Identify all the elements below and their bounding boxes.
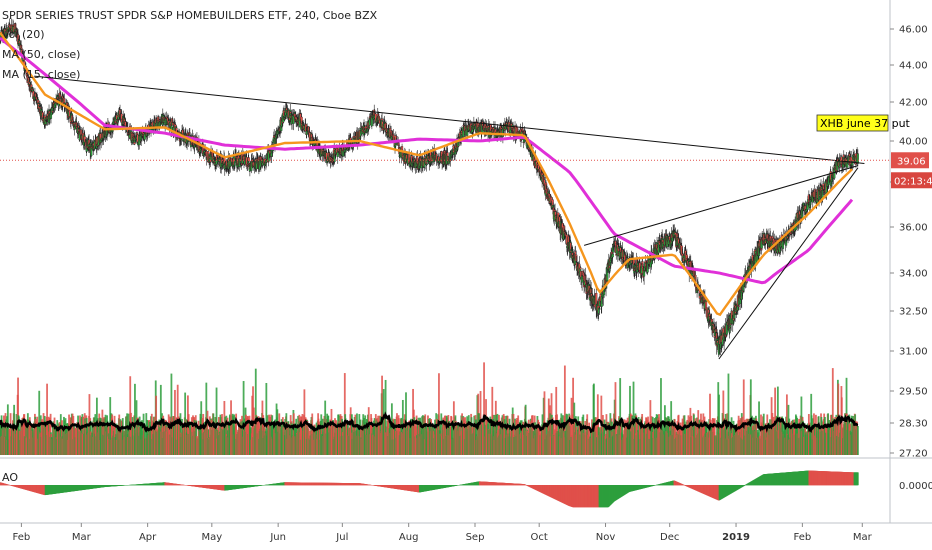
candle-body [247, 157, 250, 162]
candle-body [70, 113, 73, 115]
volume-ma-line [0, 411, 859, 434]
candle-body [431, 161, 434, 163]
candle-body [130, 131, 133, 134]
volume-bar [339, 414, 342, 455]
candle-body [359, 136, 362, 139]
volume-bar [46, 383, 48, 455]
candle-body [146, 133, 149, 137]
volume-bar [438, 373, 440, 455]
candle-body [13, 31, 16, 34]
candle-body [466, 129, 469, 136]
volume-bar [111, 414, 114, 455]
candle-body [69, 122, 73, 124]
volume-bar [742, 379, 745, 455]
volume-bar [9, 413, 12, 455]
candle-body [368, 119, 371, 126]
volume-bar [23, 414, 26, 455]
candle-body [368, 126, 371, 128]
volume-bar [614, 382, 617, 455]
candle-body [397, 142, 400, 146]
volume-bar [483, 362, 485, 455]
volume-bar [798, 418, 800, 455]
volume-bar [215, 387, 218, 455]
volume-bar [205, 382, 208, 455]
volume-bar [749, 379, 752, 455]
candle-body [425, 163, 428, 165]
volume-bar [131, 417, 134, 455]
candle-body [336, 152, 339, 157]
candle-body [377, 116, 380, 119]
volume-bar [563, 365, 566, 455]
volume-bar [242, 381, 245, 455]
candle-body [20, 48, 23, 50]
volume-bar [134, 383, 136, 455]
volume-bar [547, 398, 550, 455]
volume-bar [660, 378, 662, 455]
volume-bars [0, 362, 859, 455]
candle-body [131, 140, 134, 143]
volume-bar [619, 378, 622, 455]
volume-bar [170, 373, 173, 455]
volume-bar [840, 397, 843, 455]
volume-bar [570, 397, 573, 455]
candle-body [381, 118, 384, 121]
volume-bar [381, 375, 383, 455]
volume-bar [390, 403, 393, 455]
volume-bar [265, 382, 268, 455]
volume-ma-line [0, 411, 859, 434]
volume-bar [254, 368, 257, 455]
volume-bar [831, 368, 834, 455]
volume-bar [632, 381, 635, 455]
volume-bar [235, 413, 238, 455]
candle-body [541, 172, 544, 176]
volume-bar [727, 373, 730, 455]
price-candles [0, 18, 859, 358]
volume-bar [512, 413, 515, 455]
candle-body [305, 131, 308, 135]
candle-body [370, 114, 373, 127]
volume-bar [572, 377, 575, 455]
volume-bar [856, 426, 859, 455]
volume-bar [343, 373, 346, 455]
